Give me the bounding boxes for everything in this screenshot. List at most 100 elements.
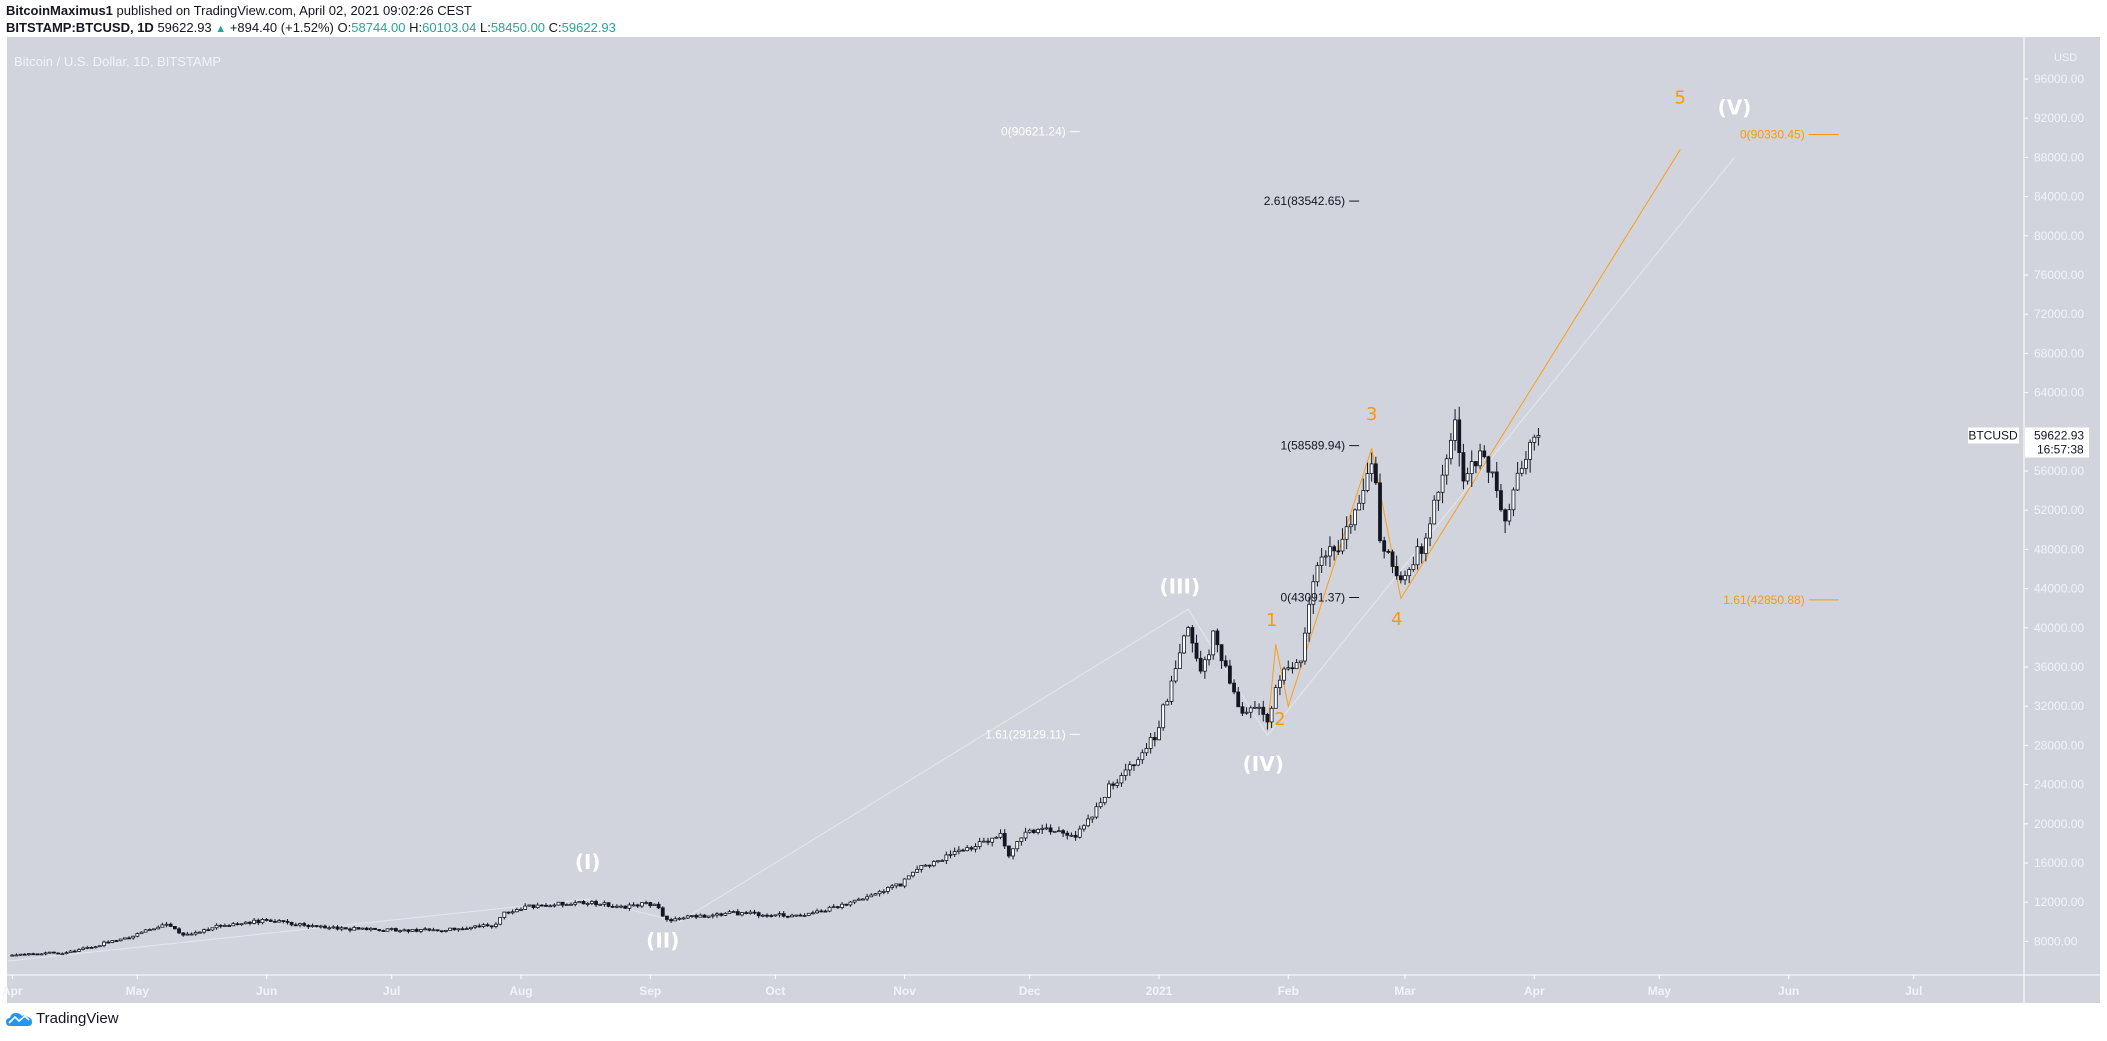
candle [544,903,548,907]
candle-down [1219,644,1224,662]
candle-up [777,913,782,916]
author-name[interactable]: BitcoinMaximus1 [6,3,113,18]
candle [477,923,482,928]
candle [1207,649,1211,666]
candle-up [1524,458,1528,469]
x-tick-label: Jul [1905,984,1922,998]
candle-up [548,905,553,908]
candle [47,951,52,954]
candle [852,899,857,905]
candle-down [1378,482,1382,542]
tradingview-logo[interactable]: TradingView [6,1010,119,1027]
candle [431,927,436,932]
candle-up [977,841,982,847]
candle [627,902,632,911]
candle [464,926,469,930]
candle-up [60,953,65,956]
candle-up [385,928,390,932]
candle [673,916,678,922]
candle-down [819,910,824,913]
candle-up [856,898,861,901]
candle-up [848,901,853,906]
candle-up [802,915,807,917]
fib-level-label: 1.61(42850.88) [1723,593,1804,607]
candle-down [1419,546,1424,554]
candle-up [806,912,811,916]
y-tick-label: 72000.00 [2034,307,2084,321]
candle [656,901,661,910]
candle-up [1127,764,1132,771]
candle-up [727,911,732,914]
candle [1169,675,1174,705]
x-tick-label: Jul [383,984,400,998]
candle [802,913,807,917]
candle [881,889,886,895]
candle-down [381,930,386,932]
candle [961,848,965,852]
candle-up [1311,581,1316,605]
candle [610,904,615,908]
last-price: 59622.93 [157,20,212,35]
candle-up [923,864,928,867]
candle [168,922,173,927]
candle [364,926,369,931]
candle [702,914,707,918]
candle [135,932,140,938]
candle-up [147,929,152,932]
candle-down [256,919,261,924]
candle [327,925,332,931]
candle-down [56,952,61,955]
candle-up [1348,524,1353,528]
candle [1082,824,1086,832]
candle-up [1211,630,1216,656]
candle [172,925,177,930]
candle [952,847,957,858]
candle-down [1499,490,1503,511]
candle-up [18,953,23,956]
candle [335,925,340,931]
fib-level-label: 0(43091.37) [1280,591,1345,605]
candle [594,899,598,907]
candle [869,893,874,898]
candle-up [877,891,882,895]
candle [1165,698,1170,706]
candle [423,927,427,931]
y-tick-label: 56000.00 [2034,464,2084,478]
candle-up [815,910,819,914]
candle [986,837,990,846]
candle-down [1394,566,1399,577]
candle-up [840,903,844,908]
candle-up [773,914,778,917]
minor-wave-line [1266,149,1681,731]
candle-up [619,905,623,908]
candle [235,922,240,926]
candle [1469,450,1474,487]
candle [1065,830,1070,840]
x-tick-label: Sep [639,984,661,998]
candle-up [1057,830,1061,833]
candle-up [1107,783,1111,798]
candle-down [656,903,661,909]
candle [293,922,298,927]
candle-up [1011,848,1015,857]
candle-down [373,927,377,930]
candle [748,909,753,915]
candle [1303,627,1307,665]
candle [765,913,769,918]
candle [1457,406,1462,467]
y-tick-label: 36000.00 [2034,660,2084,674]
candle [694,913,699,920]
candle-up [43,952,48,955]
candle [827,905,832,913]
publish-text: published on TradingView.com, April 02, … [116,3,472,18]
candle-up [143,929,148,933]
candle [1140,749,1145,764]
candle [1386,549,1391,554]
candle-up [1536,435,1541,438]
candle-down [35,953,40,956]
candle [740,912,744,917]
candle [760,914,765,918]
candle-up [164,923,169,926]
candle [177,927,181,935]
